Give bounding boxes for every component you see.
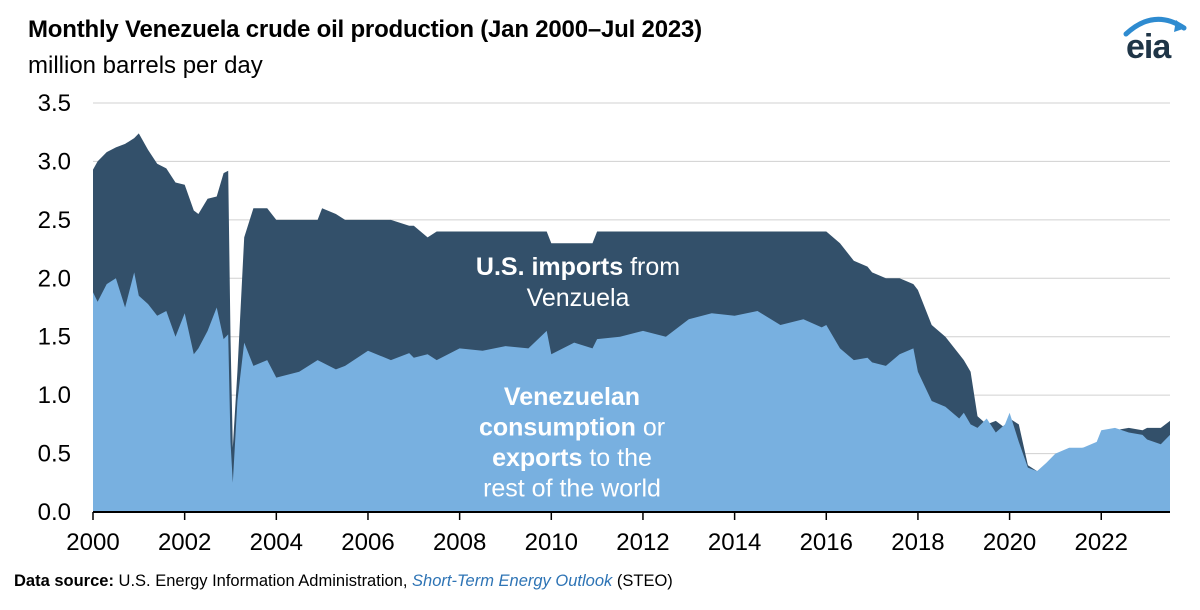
y-tick-label: 3.0: [38, 148, 71, 175]
x-tick-label: 2004: [250, 529, 303, 556]
x-tick-label: 2006: [341, 529, 394, 556]
x-tick-label: 2002: [158, 529, 211, 556]
annotation-line: U.S. imports from: [476, 253, 680, 281]
x-tick-label: 2012: [616, 529, 669, 556]
footer-source: U.S. Energy Information Administration,: [118, 572, 408, 590]
area-series: [93, 133, 1170, 512]
annotation-segment: Venezuelan: [504, 383, 640, 411]
annotation-segment: rest of the world: [483, 475, 661, 503]
annotation-line: consumption or: [479, 414, 665, 442]
annotation-segment: or: [636, 414, 665, 442]
y-tick-label: 1.5: [38, 324, 71, 351]
annotation-segment: consumption: [479, 414, 636, 442]
eia-logo-arc-icon: [1123, 16, 1187, 37]
footer-suffix: (STEO): [616, 572, 673, 590]
annotation-line: exports to the: [492, 444, 652, 472]
x-tick-label: 2020: [983, 529, 1036, 556]
chart-title: Monthly Venezuela crude oil production (…: [28, 16, 702, 43]
annotation-line: rest of the world: [483, 475, 661, 503]
annotation-line: Venzuela: [527, 284, 630, 312]
annotation-segment: exports: [492, 444, 582, 472]
eia-logo: eia: [1126, 28, 1171, 66]
axes: [92, 511, 1170, 520]
annotation-segment: U.S. imports: [476, 253, 623, 281]
y-tick-labels: 0.0 0.5 1.0 1.5 2.0 2.5 3.0 3.5: [38, 90, 71, 526]
consumption-exports-area: [93, 272, 1170, 512]
footer-publication-link[interactable]: Short-Term Energy Outlook: [412, 572, 613, 590]
annotation-line: Venezuelan: [504, 383, 640, 411]
annotation-segment: Venzuela: [527, 284, 630, 312]
chart-subtitle: million barrels per day: [28, 52, 263, 79]
y-tick-label: 2.5: [38, 207, 71, 234]
x-tick-label: 2014: [708, 529, 761, 556]
annotation-segment: from: [623, 253, 680, 281]
x-tick-label: 2022: [1075, 529, 1128, 556]
annotations: U.S. imports from Venzuela Venezuelan consu…: [476, 253, 680, 503]
y-tick-label: 1.0: [38, 382, 71, 409]
footer-label: Data source:: [14, 572, 114, 590]
x-tick-label: 2010: [525, 529, 578, 556]
y-tick-label: 3.5: [38, 90, 71, 117]
chart-area: 0.00.51.01.52.02.53.03.5 2000 2002 2004 200…: [38, 90, 1170, 556]
x-tick-labels: 2000 2002 2004 2006 2008 2010 2012 2014 2016 2018…: [66, 529, 1128, 556]
x-tick-label: 2016: [800, 529, 853, 556]
x-tick-label: 2018: [891, 529, 944, 556]
x-tick-label: 2008: [433, 529, 486, 556]
data-source-footer: Data source: U.S. Energy Information Adm…: [14, 572, 673, 591]
x-tick-label: 2000: [66, 529, 119, 556]
y-tick-label: 2.0: [38, 265, 71, 292]
annotation-segment: to the: [582, 444, 652, 472]
y-tick-label: 0.0: [38, 499, 71, 526]
y-tick-label: 0.5: [38, 441, 71, 468]
